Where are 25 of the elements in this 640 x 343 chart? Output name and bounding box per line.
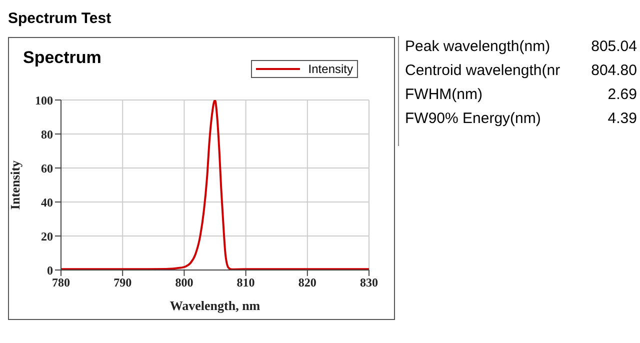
y-tick-label: 100 <box>35 93 53 108</box>
text: 805.04 <box>591 38 637 55</box>
text: 4.39 <box>608 110 637 127</box>
x-tick-label: 790 <box>114 276 132 290</box>
x-tick-label: 820 <box>298 276 316 290</box>
y-tick-label: 0 <box>47 263 53 278</box>
x-tick-label: 800 <box>175 276 194 290</box>
legend-label: Intensity <box>308 62 353 76</box>
x-tick-label: 830 <box>360 276 378 290</box>
y-tick-label: 80 <box>41 127 53 142</box>
x-tick-label: 780 <box>52 276 70 290</box>
y-axis-title: Intensity <box>8 160 23 210</box>
y-tick-label: 40 <box>41 195 53 210</box>
y-tick-label: 20 <box>41 229 53 244</box>
category-label: Peak wavelength(nm) <box>405 38 550 55</box>
category-label: FW90% Energy(nm) <box>405 110 541 127</box>
y-tick-label: 60 <box>41 161 53 176</box>
x-tick-label: 810 <box>236 276 255 290</box>
category-label: Centroid wavelength(nr <box>405 62 560 79</box>
text: Spectrum Test <box>8 10 112 27</box>
chart-title: Spectrum <box>23 48 102 68</box>
text: 2.69 <box>608 86 637 103</box>
category-label: FWHM(nm) <box>405 86 482 103</box>
text: 804.80 <box>591 62 637 79</box>
x-axis-title: Wavelength, nm <box>170 298 260 313</box>
